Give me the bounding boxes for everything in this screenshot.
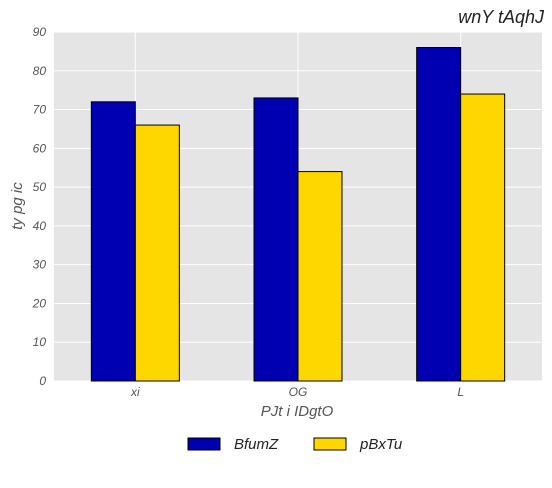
bar-BfumZ-L xyxy=(416,47,462,382)
y-tick-label: 60 xyxy=(33,141,47,155)
bars xyxy=(90,47,506,382)
legend: BfumZ pBxTu xyxy=(187,436,403,453)
y-tick-label: 70 xyxy=(33,103,47,117)
x-axis-label: PJt i IDgtO xyxy=(261,403,334,420)
bar-BfumZ-OG xyxy=(253,97,299,382)
y-tick-label: 90 xyxy=(33,25,47,39)
x-tick-label: OG xyxy=(289,385,308,399)
bar-pBxTu-L xyxy=(460,93,506,382)
y-axis-ticks: 0 10 20 30 40 50 60 70 80 90 xyxy=(32,25,47,388)
x-tick-label: xi xyxy=(130,385,140,399)
y-axis-label: ty pg ic xyxy=(9,182,26,230)
bar-BfumZ-xi xyxy=(90,101,136,382)
y-tick-label: 30 xyxy=(33,258,47,272)
bar-pBxTu-OG xyxy=(297,171,343,382)
y-tick-label: 10 xyxy=(33,335,47,349)
y-tick-label: 20 xyxy=(32,296,47,310)
y-tick-label: 80 xyxy=(33,64,47,78)
x-tick-label: L xyxy=(457,385,464,399)
bar-pBxTu-xi xyxy=(134,124,180,382)
y-tick-label: 50 xyxy=(33,180,47,194)
x-axis-ticks: xi OG L xyxy=(130,385,464,399)
legend-swatch xyxy=(313,437,347,451)
y-tick-label: 40 xyxy=(33,219,47,233)
y-tick-label: 0 xyxy=(39,374,46,388)
chart-title: wnY tAqhJ xyxy=(458,7,545,27)
legend-label: BfumZ xyxy=(234,436,279,453)
legend-swatch xyxy=(187,437,221,451)
legend-label: pBxTu xyxy=(359,436,403,453)
